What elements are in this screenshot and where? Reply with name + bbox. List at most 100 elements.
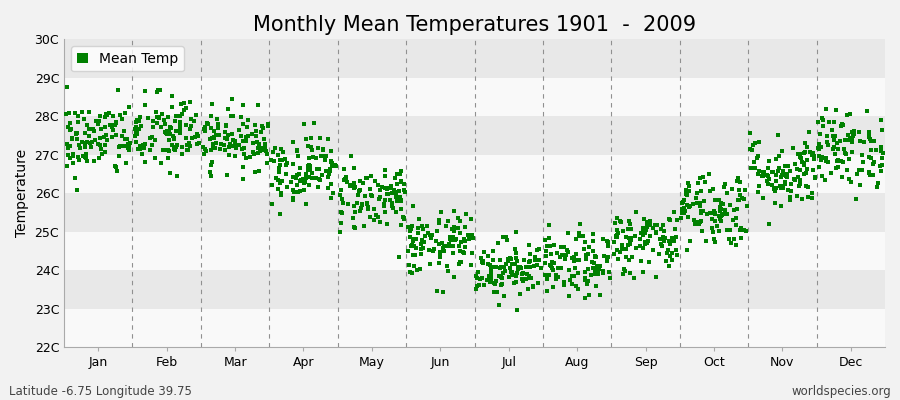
Point	[422, 260, 436, 267]
Point	[82, 126, 96, 132]
Point	[542, 272, 556, 278]
Point	[548, 276, 562, 283]
Point	[634, 230, 648, 236]
Point	[278, 171, 293, 178]
Point	[800, 144, 814, 150]
Point	[64, 126, 78, 132]
Point	[508, 278, 523, 285]
Point	[265, 181, 279, 188]
Point	[392, 171, 407, 177]
Point	[344, 182, 358, 188]
Point	[483, 279, 498, 286]
Point	[212, 121, 226, 128]
Point	[835, 174, 850, 180]
Point	[112, 143, 127, 149]
Point	[491, 273, 506, 279]
Point	[410, 225, 425, 231]
Point	[751, 189, 765, 196]
Point	[590, 269, 605, 275]
Point	[406, 203, 420, 210]
Point	[324, 194, 338, 201]
Point	[527, 254, 542, 260]
Point	[851, 129, 866, 135]
Point	[591, 266, 606, 272]
Point	[511, 266, 526, 272]
Point	[378, 173, 392, 179]
Point	[146, 124, 160, 130]
Point	[274, 146, 288, 152]
Point	[274, 192, 288, 198]
Point	[530, 262, 544, 268]
Point	[620, 226, 634, 232]
Point	[727, 236, 742, 242]
Point	[313, 152, 328, 159]
Point	[730, 197, 744, 204]
Point	[390, 198, 404, 204]
Point	[73, 145, 87, 151]
Point	[404, 242, 419, 249]
Point	[119, 160, 133, 166]
Point	[518, 257, 532, 264]
Point	[359, 200, 374, 206]
Point	[328, 162, 343, 168]
Point	[774, 183, 788, 189]
Point	[222, 152, 237, 158]
Point	[148, 137, 162, 143]
Point	[780, 172, 795, 178]
Point	[138, 88, 152, 94]
Point	[162, 136, 176, 143]
Point	[234, 114, 248, 120]
Point	[273, 211, 287, 217]
Point	[624, 237, 638, 243]
Point	[641, 219, 655, 225]
Point	[688, 221, 702, 227]
Point	[155, 111, 169, 118]
Point	[723, 226, 737, 233]
Point	[219, 122, 233, 129]
Point	[443, 236, 457, 242]
Point	[316, 146, 330, 152]
Point	[451, 225, 465, 231]
Point	[784, 180, 798, 187]
Point	[547, 259, 562, 266]
Point	[572, 233, 586, 240]
Point	[543, 243, 557, 249]
Point	[776, 168, 790, 174]
Point	[226, 137, 240, 143]
Point	[556, 282, 571, 288]
Point	[324, 148, 338, 154]
Point	[255, 147, 269, 153]
Point	[268, 145, 283, 152]
Point	[596, 270, 610, 276]
Point	[610, 232, 625, 238]
Point	[401, 223, 416, 230]
Point	[693, 219, 707, 225]
Point	[845, 149, 859, 156]
Point	[461, 231, 475, 238]
Point	[643, 222, 657, 228]
Point	[158, 128, 172, 135]
Point	[163, 131, 177, 137]
Point	[838, 136, 852, 143]
Point	[415, 223, 429, 229]
Point	[526, 283, 540, 289]
Point	[567, 258, 581, 264]
Point	[409, 236, 423, 242]
Point	[546, 284, 561, 290]
Point	[343, 183, 357, 189]
Point	[694, 210, 708, 216]
Point	[272, 165, 286, 171]
Point	[773, 182, 788, 189]
Point	[454, 238, 468, 245]
Point	[433, 249, 447, 255]
Point	[845, 129, 859, 135]
Point	[204, 162, 219, 168]
Point	[873, 163, 887, 170]
Point	[774, 184, 788, 191]
Point	[260, 150, 274, 157]
Point	[680, 192, 694, 198]
Point	[441, 242, 455, 249]
Point	[375, 184, 390, 190]
Point	[850, 170, 864, 177]
Point	[306, 154, 320, 161]
